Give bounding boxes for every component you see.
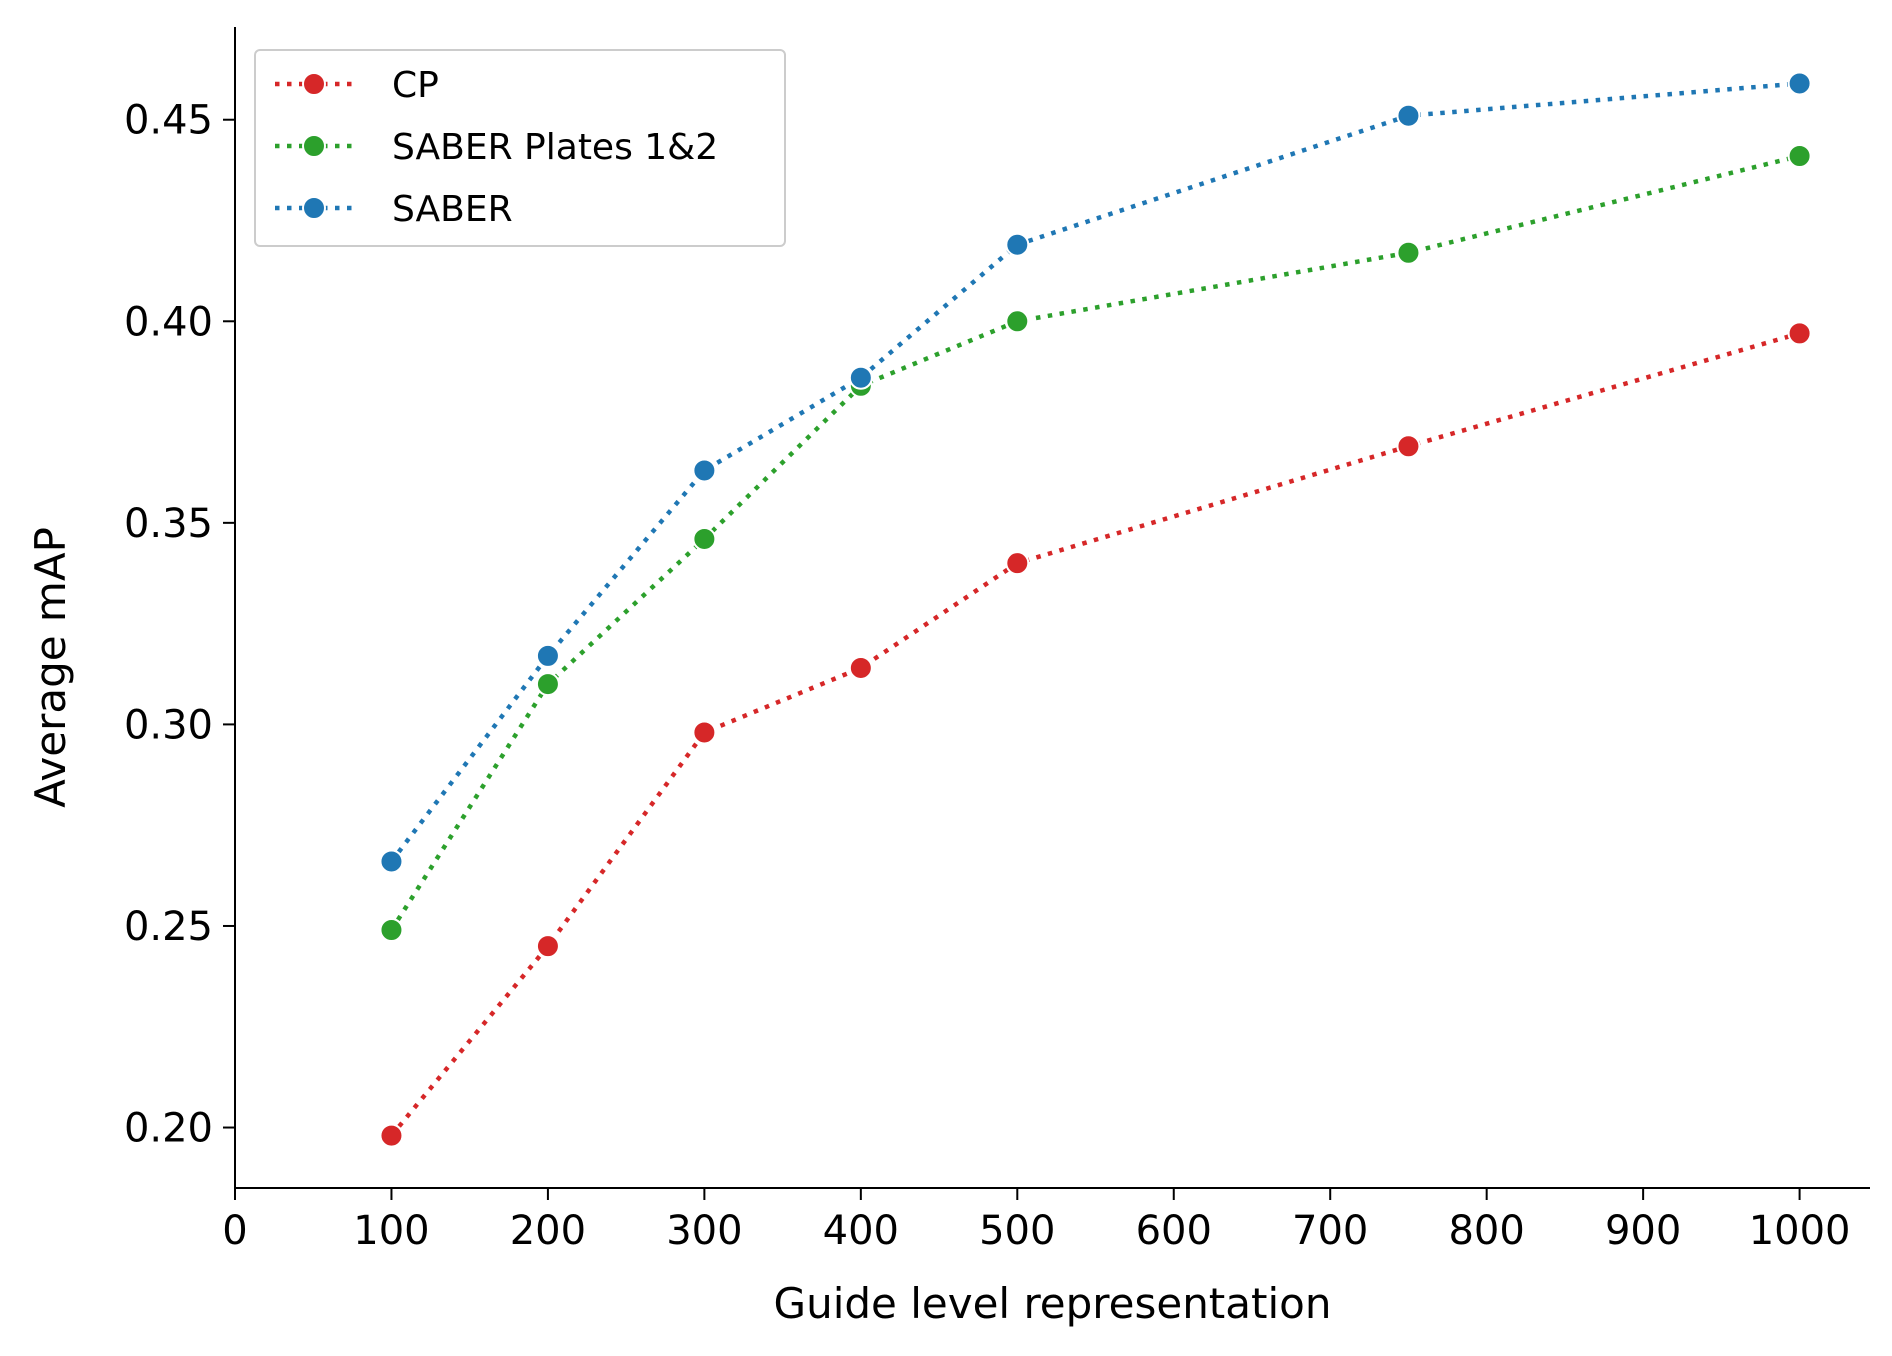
legend-label: CP — [392, 65, 439, 106]
data-point — [1787, 144, 1812, 168]
data-point — [379, 849, 404, 874]
data-point — [1005, 551, 1030, 576]
x-tick-label: 300 — [666, 1208, 742, 1254]
legend-marker — [302, 72, 326, 96]
data-point — [379, 918, 404, 942]
series-line-0 — [389, 331, 1801, 1138]
data-point — [848, 655, 873, 680]
data-point — [535, 672, 560, 697]
x-tick-label: 1000 — [1749, 1208, 1851, 1254]
data-point — [1787, 321, 1812, 346]
plot-area — [379, 71, 1812, 1148]
x-tick-label: 900 — [1605, 1208, 1681, 1254]
data-point — [1005, 232, 1030, 257]
legend-marker — [302, 134, 326, 158]
x-tick-label: 100 — [353, 1208, 429, 1254]
x-tick-label: 0 — [222, 1208, 247, 1254]
data-point — [1396, 240, 1421, 265]
data-point — [379, 1123, 404, 1148]
x-tick-label: 200 — [510, 1208, 586, 1254]
data-point — [692, 526, 717, 551]
legend: CP SABER Plates 1&2 SABER — [254, 49, 786, 247]
data-point — [692, 458, 717, 483]
axes: 0 100 200 300 400 500 600 700 800 900 1000 0.20 0.25… — [26, 27, 1870, 1328]
y-tick-label: 0.40 — [124, 299, 213, 345]
y-tick-label: 0.20 — [124, 1106, 213, 1152]
legend-frame — [254, 49, 786, 247]
x-tick-label: 800 — [1448, 1208, 1524, 1254]
legend-marker — [302, 196, 326, 220]
data-point — [1787, 71, 1812, 96]
data-point — [1005, 309, 1030, 334]
y-tick-label: 0.35 — [124, 501, 213, 547]
data-point — [1396, 103, 1421, 128]
legend-label: SABER Plates 1&2 — [392, 127, 718, 168]
x-tick-label: 500 — [979, 1208, 1055, 1254]
y-axis-title: Average mAP — [26, 527, 75, 808]
y-tick-label: 0.45 — [124, 98, 213, 144]
data-point — [848, 365, 873, 390]
data-point — [535, 643, 560, 668]
data-point — [1396, 434, 1421, 459]
x-tick-label: 700 — [1292, 1208, 1368, 1254]
x-tick-label: 400 — [823, 1208, 899, 1254]
x-axis-title: Guide level representation — [774, 1279, 1332, 1328]
data-point — [535, 934, 560, 959]
y-tick-label: 0.30 — [124, 702, 213, 748]
series-line-1 — [389, 153, 1801, 932]
y-tick-label: 0.25 — [124, 904, 213, 950]
data-point — [692, 720, 717, 745]
x-tick-label: 600 — [1136, 1208, 1212, 1254]
legend-label: SABER — [392, 189, 513, 230]
